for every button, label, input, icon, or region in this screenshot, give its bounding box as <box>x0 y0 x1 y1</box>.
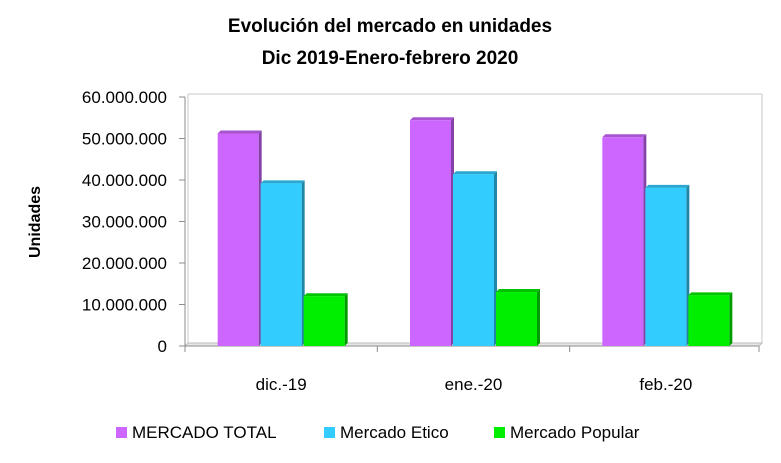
bar-front-face <box>260 183 302 346</box>
bar-side-face <box>537 289 540 346</box>
y-tick-label: 0 <box>158 337 167 356</box>
y-axis-label: Unidades <box>27 186 44 258</box>
bar <box>453 171 497 346</box>
bar-top-face <box>303 293 348 297</box>
bar-front-face <box>602 137 644 346</box>
y-tick-label: 40.000.000 <box>82 171 167 190</box>
x-tick-label: ene.-20 <box>445 375 503 394</box>
bar-top-face <box>496 289 540 293</box>
legend-item: Mercado Etico <box>324 423 449 442</box>
bar <box>602 134 647 346</box>
legend-swatch <box>324 427 335 438</box>
bar-front-face <box>453 174 494 346</box>
bar-front-face <box>303 296 345 346</box>
bar <box>217 130 262 346</box>
legend-item: Mercado Popular <box>494 423 640 442</box>
chart-title-line1: Evolución del mercado en unidades <box>228 16 552 37</box>
bar <box>260 180 305 346</box>
legend-label: Mercado Etico <box>340 423 449 442</box>
bar-top-face <box>453 171 497 175</box>
legend: MERCADO TOTAL Mercado Etico Mercado Popula… <box>116 423 640 442</box>
bar <box>410 117 454 347</box>
chart-title-line2: Dic 2019-Enero-febrero 2020 <box>262 48 519 69</box>
bar-side-face <box>729 292 733 346</box>
y-tick-label: 20.000.000 <box>82 254 167 273</box>
y-tick-label: 60.000.000 <box>82 88 167 107</box>
x-tick-label: feb.-20 <box>639 375 692 394</box>
bar-top-face <box>260 180 305 184</box>
bar-top-face <box>645 184 690 188</box>
bar-top-face <box>410 117 454 121</box>
bar-top-face <box>688 292 733 296</box>
plot-area: 0 10.000.000 20.000.000 30.000.000 40.000.00… <box>82 88 764 394</box>
bar-front-face <box>645 187 687 346</box>
y-tick-label: 10.000.000 <box>82 296 167 315</box>
bar-top-face <box>602 134 647 138</box>
bar-front-face <box>410 120 451 347</box>
bar-top-face <box>217 130 262 134</box>
legend-label: Mercado Popular <box>510 423 640 442</box>
bar-front-face <box>217 133 259 346</box>
bar-front-face <box>496 292 537 346</box>
x-tick-label: dic.-19 <box>256 375 307 394</box>
legend-item: MERCADO TOTAL <box>116 423 277 442</box>
bar-side-face <box>344 293 348 346</box>
bar <box>496 289 540 346</box>
bar <box>645 184 690 346</box>
legend-swatch <box>116 427 127 438</box>
y-tick-label: 50.000.000 <box>82 130 167 149</box>
y-tick-label: 30.000.000 <box>82 213 167 232</box>
bar <box>303 293 348 346</box>
legend-label: MERCADO TOTAL <box>132 423 277 442</box>
bar-front-face <box>688 295 730 346</box>
legend-swatch <box>494 427 505 438</box>
bar <box>688 292 733 346</box>
